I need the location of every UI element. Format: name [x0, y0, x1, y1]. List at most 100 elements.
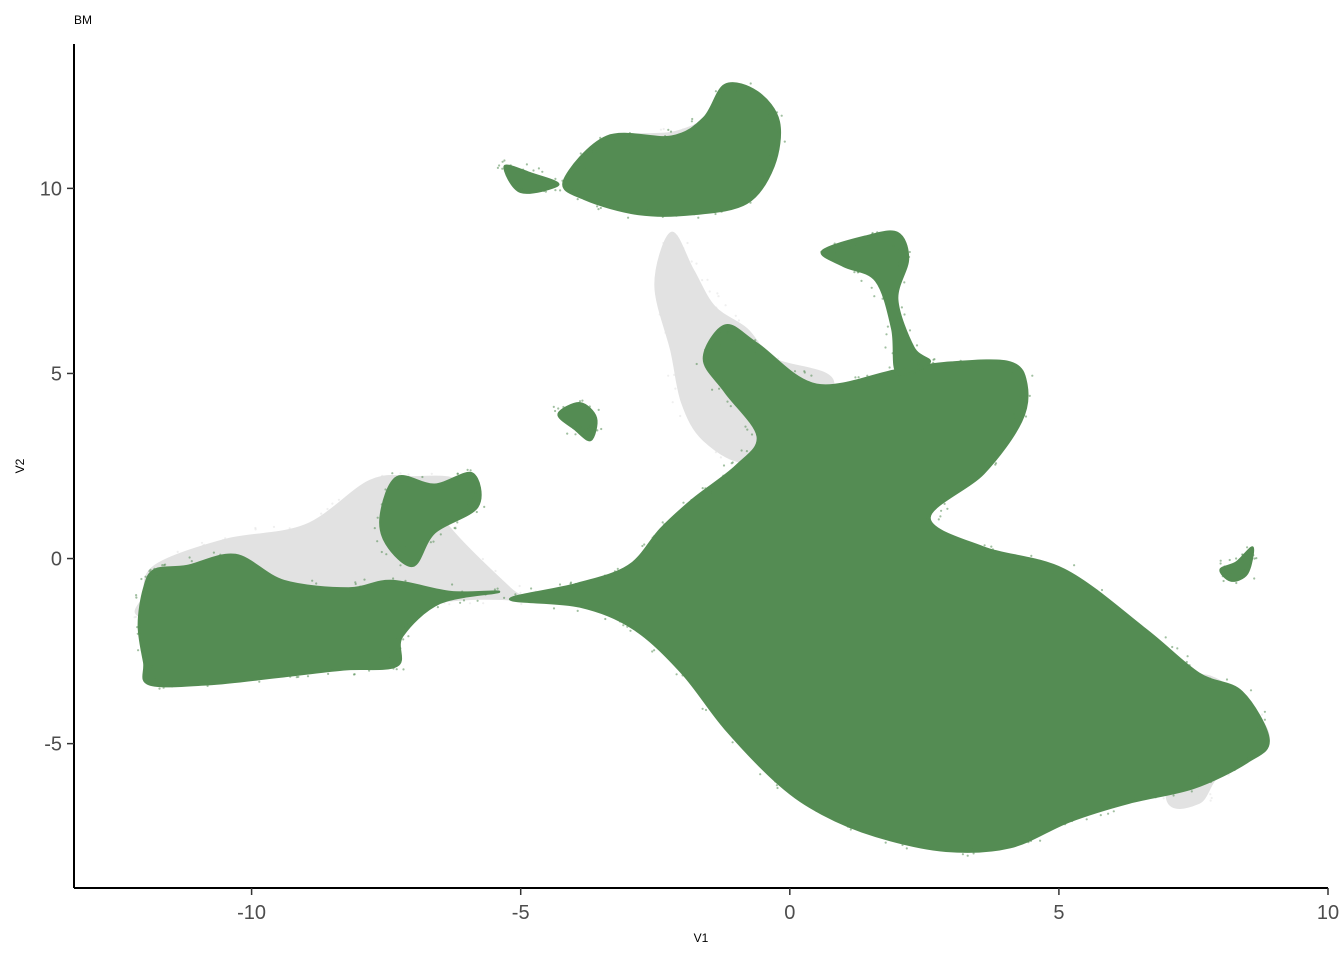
scatter-point	[682, 128, 685, 131]
scatter-point	[523, 190, 526, 193]
scatter-point	[729, 405, 732, 408]
scatter-point	[442, 594, 445, 597]
scatter-point	[726, 718, 729, 721]
scatter-point	[600, 142, 604, 145]
scatter-point	[583, 429, 586, 433]
scatter-point	[714, 451, 718, 454]
scatter-point	[537, 189, 540, 192]
scatter-point	[661, 215, 664, 218]
scatter-point	[1209, 677, 1212, 680]
scatter-point	[830, 377, 833, 380]
scatter-point	[898, 251, 902, 254]
scatter-point	[622, 624, 625, 627]
scatter-point	[1016, 366, 1019, 369]
scatter-point	[401, 476, 404, 479]
scatter-point	[761, 175, 765, 178]
scatter-point	[750, 433, 754, 436]
scatter-point	[891, 236, 894, 239]
scatter-point	[580, 604, 584, 607]
scatter-point	[892, 231, 895, 234]
scatter-point	[690, 260, 693, 263]
scatter-point	[537, 167, 541, 170]
scatter-point	[1099, 814, 1102, 817]
scatter-point	[1188, 664, 1191, 667]
top-cluster-points	[562, 82, 782, 217]
scatter-point	[140, 649, 143, 652]
scatter-point	[585, 197, 588, 200]
scatter-point	[673, 237, 676, 240]
scatter-point	[710, 708, 713, 711]
scatter-point	[143, 661, 146, 664]
scatter-point	[1219, 568, 1222, 572]
scatter-point	[514, 172, 517, 175]
scatter-point	[399, 658, 402, 661]
x-axis-title: V1	[694, 931, 709, 945]
scatter-point	[1200, 794, 1203, 797]
scatter-point	[773, 157, 776, 161]
scatter-point	[970, 846, 973, 849]
scatter-point	[722, 464, 726, 467]
scatter-point	[496, 587, 499, 590]
scatter-point	[735, 86, 739, 90]
scatter-point	[368, 669, 371, 672]
scatter-point	[857, 270, 860, 273]
scatter-point	[520, 187, 523, 191]
scatter-point	[559, 189, 562, 192]
scatter-point	[215, 678, 218, 681]
scatter-point	[530, 587, 533, 590]
scatter-point	[898, 264, 901, 267]
scatter-point	[392, 577, 395, 580]
scatter-point	[857, 376, 860, 379]
scatter-point	[720, 93, 724, 96]
scatter-point	[767, 112, 771, 115]
scatter-point	[924, 359, 928, 362]
scatter-point	[397, 487, 400, 490]
scatter-point	[594, 150, 598, 153]
scatter-point	[354, 582, 357, 586]
scatter-point	[588, 410, 591, 413]
scatter-point	[911, 366, 914, 369]
scatter-point	[776, 786, 779, 790]
scatter-point	[1249, 564, 1252, 567]
scatter-point	[693, 124, 696, 127]
scatter-point	[822, 371, 825, 374]
scatter-point	[337, 498, 340, 501]
scatter-point	[1176, 794, 1179, 797]
scatter-point	[542, 600, 545, 603]
scatter-point	[376, 516, 379, 519]
scatter-point	[135, 596, 138, 599]
scatter-point	[1190, 802, 1194, 805]
scatter-point	[722, 474, 725, 477]
scatter-point	[206, 684, 209, 688]
scatter-point	[190, 560, 193, 563]
scatter-point	[448, 603, 451, 606]
scatter-point	[176, 550, 179, 554]
scatter-point	[710, 310, 713, 313]
scatter-point	[711, 388, 714, 391]
scatter-point	[1242, 561, 1245, 564]
scatter-point	[381, 483, 384, 486]
scatter-point	[133, 616, 136, 619]
scatter-point	[138, 625, 141, 629]
scatter-point	[651, 213, 654, 216]
scatter-point	[404, 579, 407, 583]
x-tick-label: -10	[237, 902, 266, 924]
scatter-point	[900, 278, 903, 281]
scatter-point	[740, 335, 743, 338]
scatter-point	[873, 295, 876, 298]
scatter-point	[715, 306, 718, 309]
main-cluster-points	[508, 324, 1270, 853]
scatter-point	[522, 168, 525, 171]
scatter-point	[972, 852, 975, 855]
scatter-point	[388, 655, 391, 658]
scatter-point	[777, 130, 780, 134]
scatter-point	[855, 243, 858, 246]
scatter-point	[898, 261, 901, 264]
scatter-point	[749, 201, 752, 204]
scatter-point	[793, 370, 797, 373]
scatter-point	[422, 541, 425, 544]
scatter-point	[1151, 794, 1154, 798]
scatter-point	[1254, 751, 1257, 754]
scatter-point	[715, 378, 718, 381]
scatter-point	[731, 741, 734, 744]
